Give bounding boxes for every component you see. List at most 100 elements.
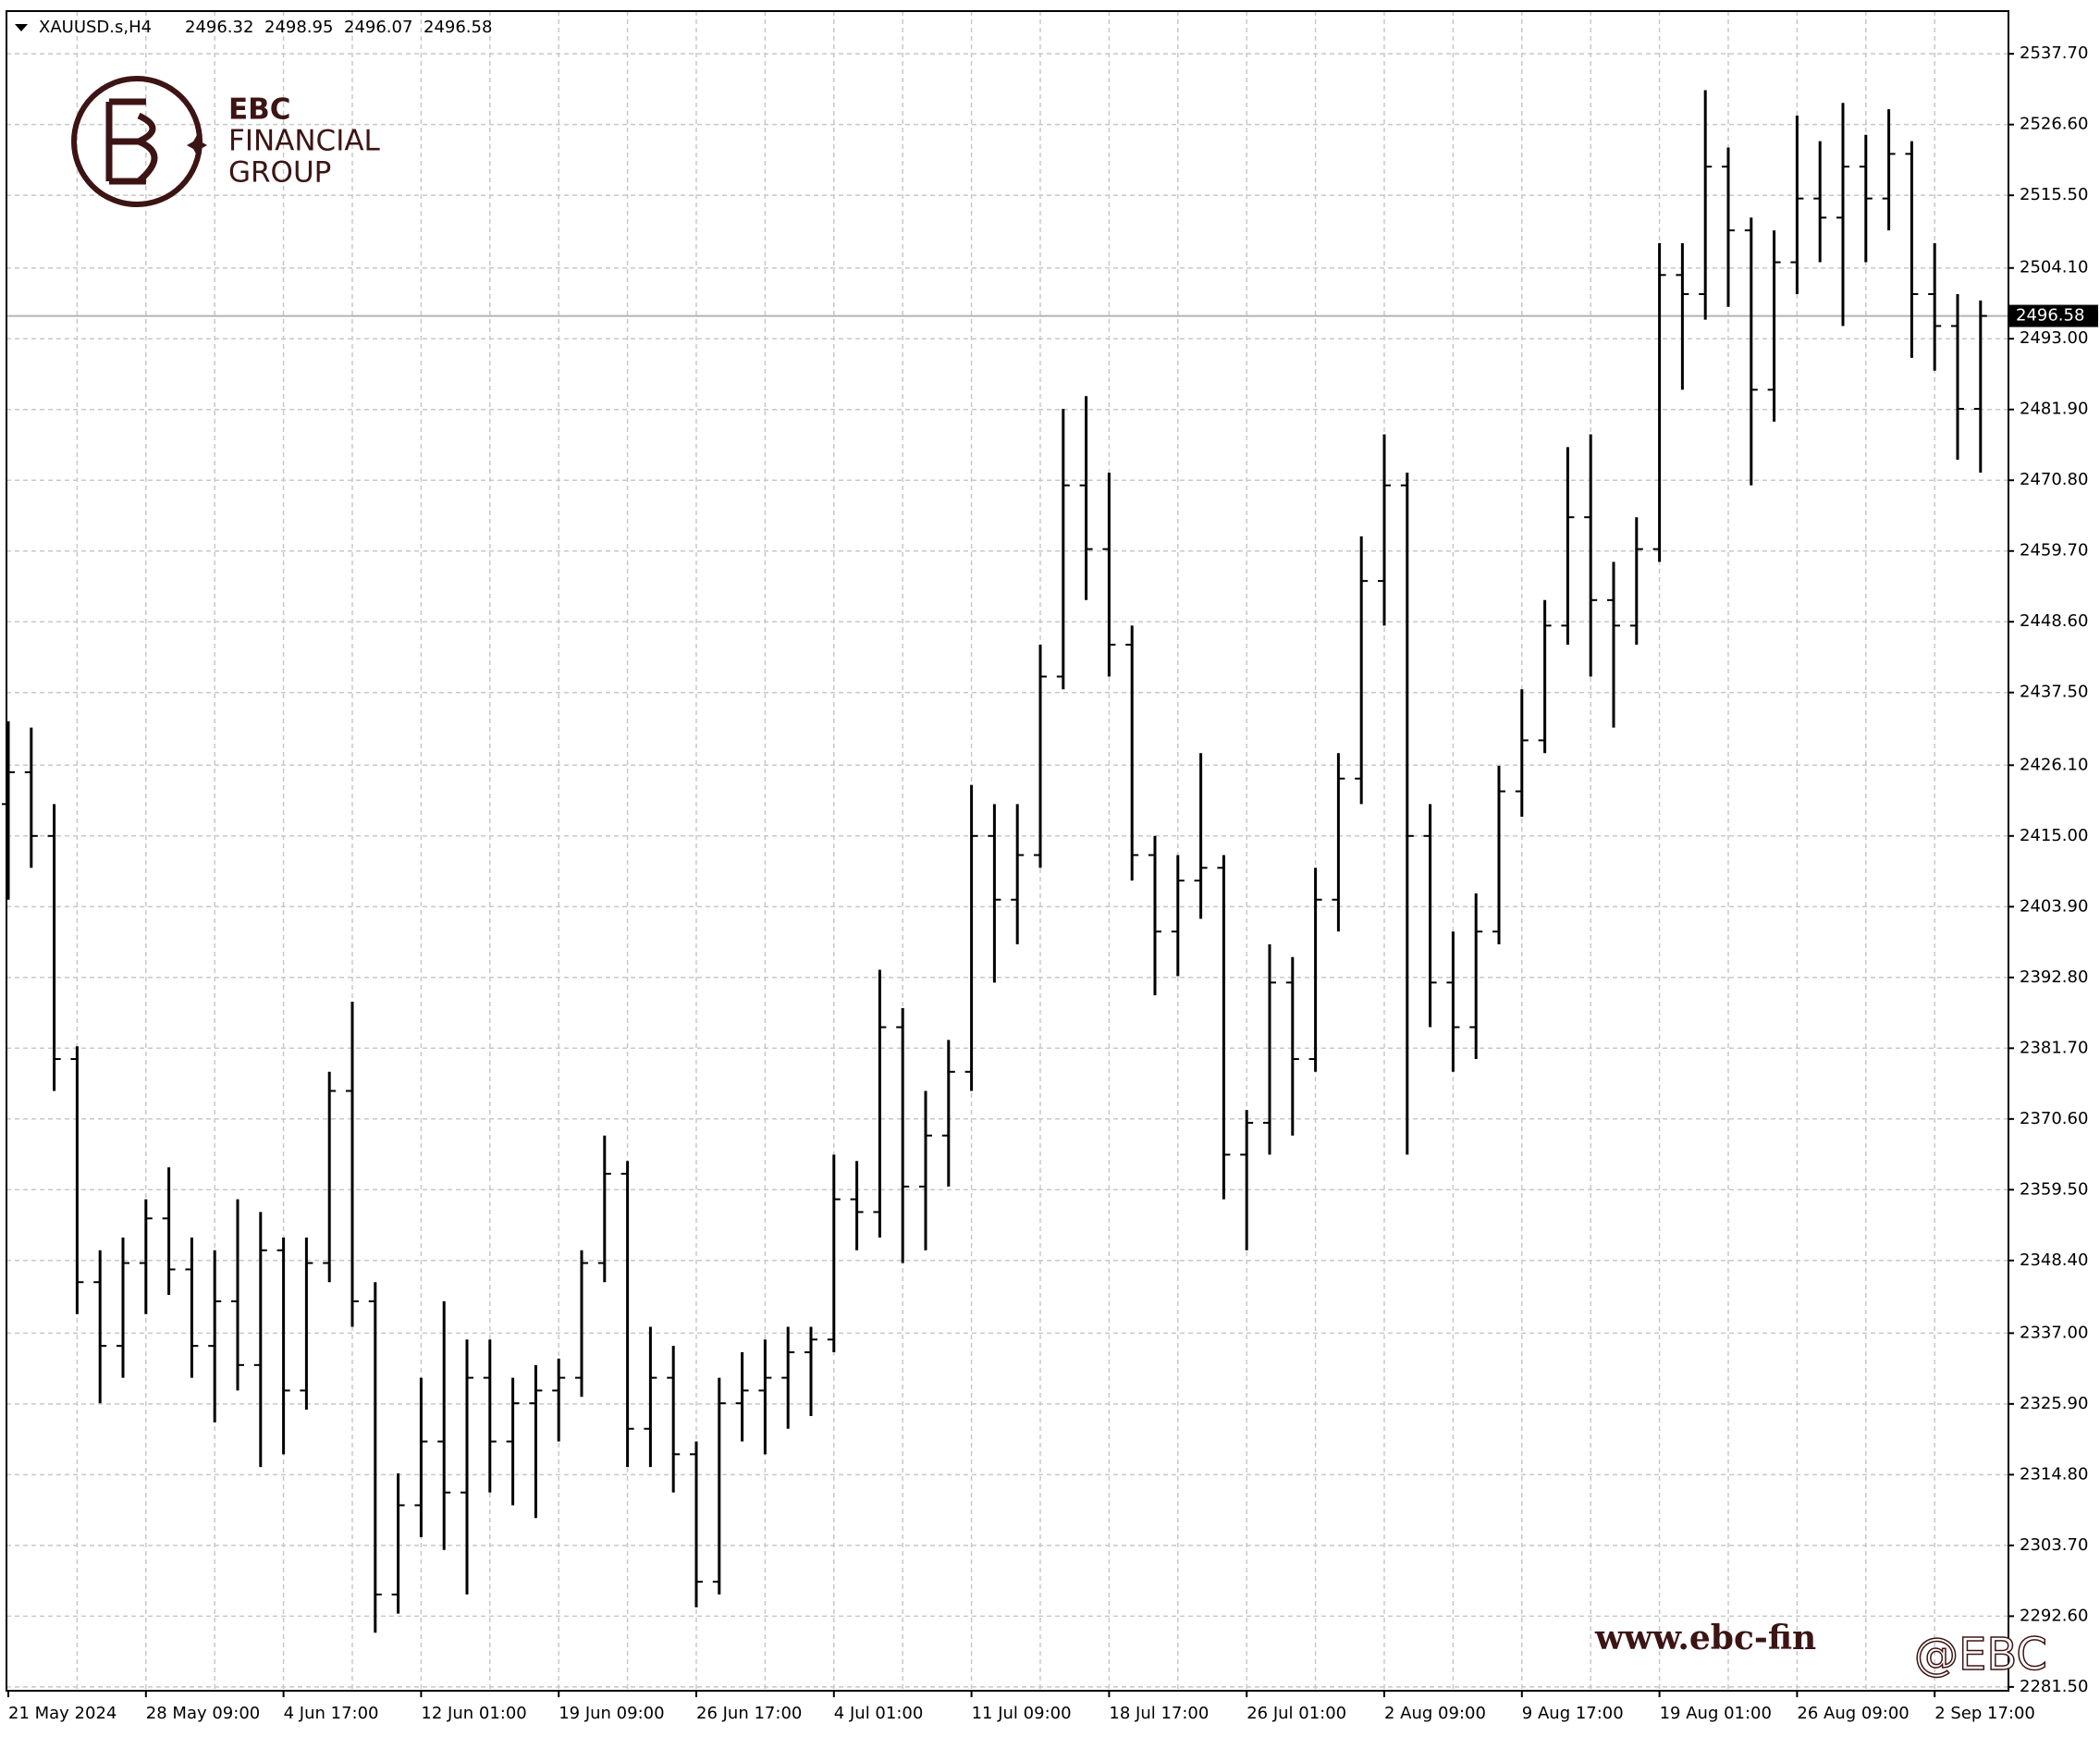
- ohlc-bar: [1285, 956, 1299, 1136]
- x-tick-label: 18 Jul 17:00: [1109, 1704, 1209, 1723]
- ohlc-bar: [850, 1161, 864, 1250]
- ohlc-bar: [552, 1358, 566, 1442]
- ohlc-bar: [1125, 625, 1139, 881]
- ohlc-bar: [667, 1346, 681, 1493]
- y-tick-label: 2526.60: [2020, 115, 2088, 134]
- quote-high: 2498.95: [264, 18, 333, 37]
- ohlc-bar: [368, 1282, 382, 1633]
- y-tick-label: 2515.50: [2020, 185, 2088, 204]
- ohlc-bar: [346, 1001, 359, 1327]
- ohlc-bar: [1492, 765, 1505, 944]
- ohlc-bar: [1951, 293, 1964, 461]
- ohlc-bar: [1836, 103, 1849, 326]
- ohlc-bar: [300, 1237, 313, 1411]
- ohlc-bar: [70, 1046, 84, 1314]
- ohlc-bar: [461, 1339, 473, 1595]
- ohlc-bar: [644, 1326, 657, 1468]
- y-tick-label: 2403.90: [2020, 896, 2088, 916]
- ohlc-bar: [414, 1377, 428, 1537]
- ohlc-bar: [1973, 300, 1987, 473]
- logo-text: GROUP: [228, 156, 331, 190]
- ohlc-bar: [1378, 434, 1391, 626]
- y-tick-label: 2537.70: [2020, 43, 2088, 63]
- y-tick-label: 2392.80: [2020, 967, 2088, 987]
- ohlc-bar: [1355, 536, 1369, 805]
- ohlc-bar: [1332, 753, 1345, 932]
- y-tick-label: 2370.60: [2020, 1109, 2088, 1128]
- x-tick-label: 19 Jun 09:00: [559, 1704, 664, 1723]
- ohlc-bar: [1584, 434, 1598, 677]
- watermark-handle: @EBC: [1914, 1629, 2047, 1681]
- ohlc-bar: [117, 1237, 129, 1378]
- x-tick-label: 9 Aug 17:00: [1522, 1704, 1624, 1723]
- ohlc-bar: [873, 969, 887, 1238]
- ohlc-bar: [758, 1339, 772, 1455]
- ohlc-bar: [1217, 855, 1231, 1200]
- x-tick-label: 28 May 09:00: [146, 1704, 260, 1723]
- ohlc-bar: [1882, 109, 1896, 231]
- ohlc-bar: [162, 1167, 176, 1296]
- ohlc-bar: [483, 1339, 497, 1493]
- logo-text: EBC: [228, 93, 291, 127]
- ohlc-bar: [690, 1441, 703, 1608]
- ohlc-bar: [1308, 868, 1322, 1072]
- ohlc-bar: [1148, 835, 1161, 996]
- ohlc-bar: [988, 804, 1001, 983]
- ohlc-bar: [231, 1199, 244, 1391]
- ohlc-bar: [1034, 645, 1047, 868]
- price-label-box: [2009, 304, 2098, 327]
- ohlc-bar: [1171, 855, 1185, 977]
- y-tick-label: 2359.50: [2020, 1179, 2088, 1199]
- x-tick-label: 2 Aug 09:00: [1384, 1704, 1486, 1723]
- y-tick-label: 2459.70: [2020, 541, 2088, 561]
- plot-frame: [6, 10, 2009, 1692]
- ohlc-bar: [1263, 943, 1276, 1155]
- x-tick-label: 21 May 2024: [8, 1704, 117, 1723]
- y-tick-label: 2292.60: [2020, 1606, 2088, 1625]
- ohlc-bar: [185, 1237, 199, 1378]
- y-tick-label: 2493.00: [2020, 328, 2088, 348]
- y-tick-label: 2348.40: [2020, 1250, 2088, 1270]
- quote-open: 2496.32: [185, 18, 253, 37]
- y-tick-label: 2504.10: [2020, 258, 2088, 277]
- logo-text: FINANCIAL: [228, 125, 381, 158]
- ohlc-bar: [1469, 893, 1483, 1060]
- ohlc-bar: [827, 1154, 841, 1353]
- grid: [6, 11, 2008, 1691]
- quote-close: 2496.58: [424, 18, 492, 37]
- ohlc-bar: [1928, 242, 1942, 371]
- y-tick-label: 2470.80: [2020, 470, 2088, 489]
- y-tick-label: 2448.60: [2020, 611, 2088, 631]
- ohlc-bar: [1629, 517, 1643, 646]
- ohlc-bar: [506, 1377, 520, 1506]
- ohlc-bar: [597, 1135, 611, 1283]
- ohlc-bar: [896, 1007, 910, 1263]
- ohlc-bar: [1676, 242, 1689, 390]
- y-tick-label: 2281.50: [2020, 1677, 2088, 1696]
- y-tick-label: 2381.70: [2020, 1038, 2088, 1057]
- ohlc-bar: [1446, 931, 1460, 1072]
- quote-low: 2496.07: [344, 18, 412, 37]
- ohlc-bar: [941, 1040, 955, 1187]
- y-tick-label: 2415.00: [2020, 826, 2088, 845]
- ohlc-bar: [1905, 141, 1919, 358]
- y-tick-label: 2314.80: [2020, 1464, 2088, 1484]
- ohlc-bar: [620, 1161, 634, 1468]
- ohlc-bar: [139, 1199, 153, 1314]
- ohlc-bar: [1011, 804, 1025, 944]
- logo-star: [187, 135, 207, 155]
- ohlc-bar: [276, 1237, 290, 1455]
- ohlc-bar: [208, 1250, 222, 1423]
- x-tick-label: 19 Aug 01:00: [1660, 1704, 1772, 1723]
- ohlc-bar: [1194, 753, 1208, 919]
- y-tick-label: 2481.90: [2020, 400, 2088, 419]
- ohlc-bar: [93, 1250, 107, 1404]
- ohlc-bar: [1056, 409, 1070, 690]
- menu-arrow: [15, 24, 28, 31]
- ohlc-bar: [735, 1352, 749, 1442]
- ohlc-bar: [437, 1300, 451, 1550]
- y-tick-label: 2437.50: [2020, 683, 2088, 702]
- ohlc-bar: [919, 1090, 932, 1250]
